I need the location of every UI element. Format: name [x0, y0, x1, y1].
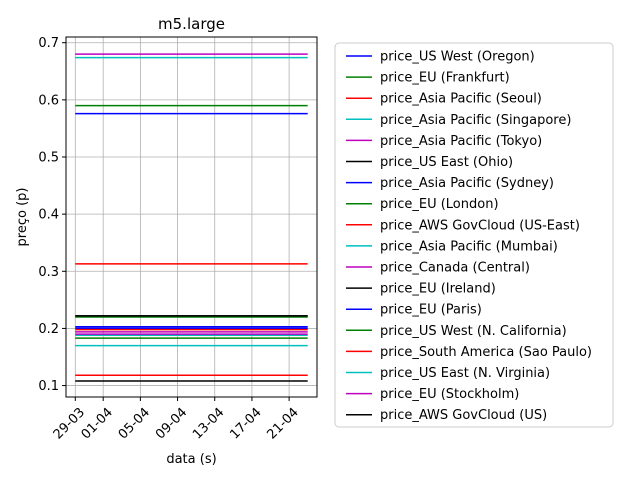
legend-entry-1: price_EU (Frankfurt) — [380, 71, 510, 86]
x-axis-label: data (s) — [166, 452, 216, 467]
legend-entry-9: price_Asia Pacific (Mumbai) — [380, 239, 558, 254]
legend-entry-3: price_Asia Pacific (Singapore) — [380, 113, 571, 128]
legend-entry-13: price_US West (N. California) — [380, 324, 567, 339]
legend-entry-17: price_AWS GovCloud (US) — [380, 408, 547, 423]
legend: price_US West (Oregon) price_EU (Frankfur… — [346, 50, 592, 423]
chart-title: m5.large — [158, 15, 225, 33]
plot-frame — [65, 36, 318, 398]
x-tick-label: 21-04 — [265, 405, 302, 442]
x-tick-label: 01-04 — [79, 405, 116, 442]
legend-entry-5: price_US East (Ohio) — [380, 155, 513, 170]
legend-entry-14: price_South America (Sao Paulo) — [380, 345, 592, 360]
legend-entry-15: price_US East (N. Virginia) — [380, 366, 550, 381]
y-axis-label: preço (p) — [15, 188, 30, 247]
series-lines — [75, 53, 308, 382]
legend-entry-0: price_US West (Oregon) — [380, 50, 535, 65]
legend-entry-2: price_Asia Pacific (Seoul) — [380, 92, 542, 107]
x-tick-label: 05-04 — [116, 405, 153, 442]
legend-entry-8: price_AWS GovCloud (US-East) — [380, 218, 580, 233]
y-tick-label: 0.5 — [38, 151, 59, 166]
y-axis-ticks: 0.1 0.2 0.3 0.4 0.5 0.6 0.7 — [38, 36, 66, 394]
x-tick-label: 09-04 — [153, 405, 190, 442]
legend-entry-12: price_EU (Paris) — [380, 303, 482, 318]
legend-entry-11: price_EU (Ireland) — [380, 282, 496, 297]
legend-entry-16: price_EU (Stockholm) — [380, 387, 519, 402]
grid — [66, 37, 317, 397]
x-tick-label: 17-04 — [227, 405, 264, 442]
legend-entry-10: price_Canada (Central) — [380, 261, 530, 276]
legend-entry-4: price_Asia Pacific (Tokyo) — [380, 134, 542, 149]
legend-entry-7: price_EU (London) — [380, 197, 499, 212]
x-tick-label: 13-04 — [190, 405, 227, 442]
y-tick-label: 0.2 — [38, 322, 59, 337]
y-tick-label: 0.1 — [38, 379, 59, 394]
y-tick-label: 0.4 — [38, 208, 59, 223]
y-tick-label: 0.6 — [38, 93, 59, 108]
y-tick-label: 0.7 — [38, 36, 59, 51]
legend-entry-6: price_Asia Pacific (Sydney) — [380, 176, 554, 191]
y-tick-label: 0.3 — [38, 265, 59, 280]
legend-box — [334, 42, 614, 428]
